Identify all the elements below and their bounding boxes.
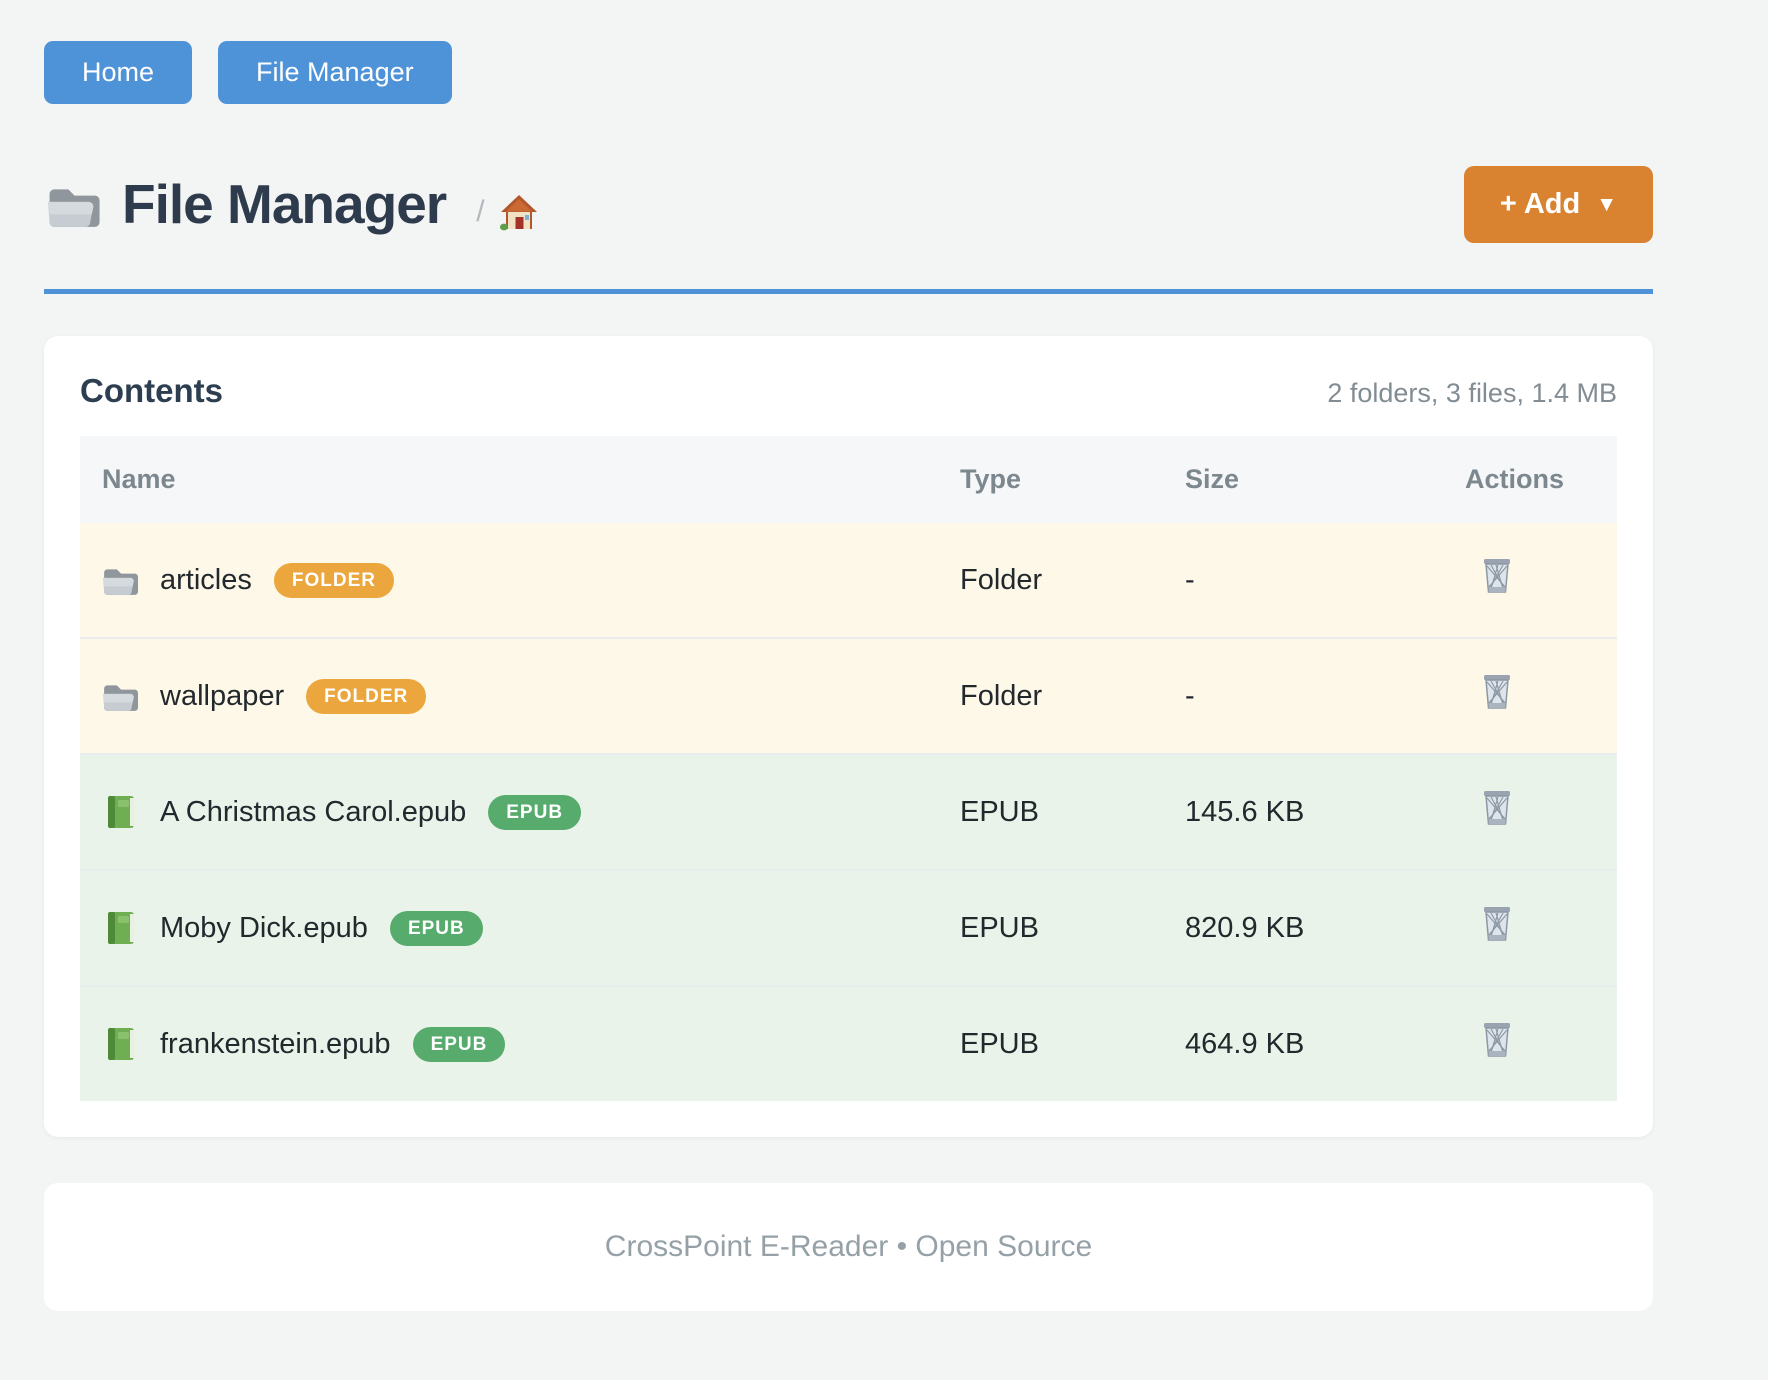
column-header-type: Type [960,436,1185,523]
table-row: wallpaper FOLDER Folder - [80,638,1617,754]
file-size: - [1185,638,1465,754]
file-type: Folder [960,638,1185,754]
table-row: articles FOLDER Folder - [80,523,1617,638]
file-size: - [1185,523,1465,638]
trash-icon [1479,904,1515,944]
trash-icon [1479,1020,1515,1060]
file-type-badge: EPUB [390,911,483,946]
folder-icon [102,563,138,597]
contents-card-header: Contents 2 folders, 3 files, 1.4 MB [80,372,1617,410]
column-header-size: Size [1185,436,1465,523]
breadcrumb-separator: / [476,195,484,229]
page-header: File Manager / + Add ▼ [44,166,1653,243]
file-type: Folder [960,523,1185,638]
table-header-row: Name Type Size Actions [80,436,1617,523]
file-type-badge: EPUB [488,795,581,830]
file-size: 145.6 KB [1185,754,1465,870]
file-size: 820.9 KB [1185,870,1465,986]
file-table: Name Type Size Actions articles FOLDER F… [80,436,1617,1101]
add-button[interactable]: + Add ▼ [1464,166,1653,243]
delete-button[interactable] [1479,788,1515,828]
accent-divider [44,289,1653,294]
breadcrumb: / [476,192,538,232]
trash-icon [1479,556,1515,596]
nav-file-manager-button[interactable]: File Manager [218,41,452,104]
delete-button[interactable] [1479,904,1515,944]
file-name[interactable]: frankenstein.epub [160,1028,391,1061]
house-icon[interactable] [499,192,539,232]
column-header-name: Name [80,436,960,523]
add-button-label: + Add [1500,190,1580,219]
file-name[interactable]: A Christmas Carol.epub [160,796,466,829]
file-type: EPUB [960,754,1185,870]
contents-card: Contents 2 folders, 3 files, 1.4 MB Name… [44,336,1653,1137]
file-name[interactable]: articles [160,564,252,597]
footer-text: CrossPoint E-Reader • Open Source [605,1230,1092,1263]
delete-button[interactable] [1479,672,1515,712]
file-type: EPUB [960,986,1185,1101]
table-row: frankenstein.epub EPUB EPUB 464.9 KB [80,986,1617,1101]
top-navigation: Home File Manager [44,41,1653,104]
file-type-badge: EPUB [413,1027,506,1062]
delete-button[interactable] [1479,1020,1515,1060]
book-icon [102,795,138,829]
contents-title: Contents [80,372,223,410]
page: Home File Manager File Manager / + Add ▼… [44,0,1653,1311]
file-type-badge: FOLDER [274,563,394,598]
table-row: Moby Dick.epub EPUB EPUB 820.9 KB [80,870,1617,986]
folder-icon [44,180,102,230]
nav-home-button[interactable]: Home [44,41,192,104]
contents-summary: 2 folders, 3 files, 1.4 MB [1327,378,1617,409]
caret-down-icon: ▼ [1596,194,1617,215]
file-type: EPUB [960,870,1185,986]
folder-icon [102,679,138,713]
book-icon [102,911,138,945]
footer: CrossPoint E-Reader • Open Source [44,1183,1653,1311]
trash-icon [1479,672,1515,712]
file-name[interactable]: wallpaper [160,680,284,713]
file-name[interactable]: Moby Dick.epub [160,912,368,945]
file-type-badge: FOLDER [306,679,426,714]
book-icon [102,1027,138,1061]
column-header-actions: Actions [1465,436,1617,523]
file-size: 464.9 KB [1185,986,1465,1101]
table-row: A Christmas Carol.epub EPUB EPUB 145.6 K… [80,754,1617,870]
trash-icon [1479,788,1515,828]
page-title: File Manager [122,177,446,232]
delete-button[interactable] [1479,556,1515,596]
